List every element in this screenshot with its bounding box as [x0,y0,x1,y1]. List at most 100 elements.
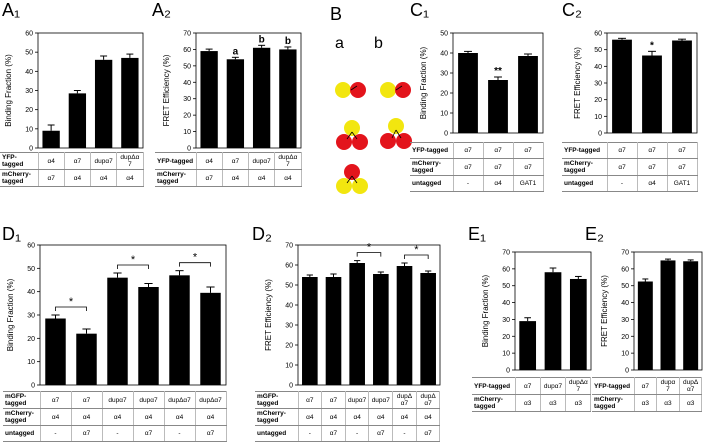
table-cell: α4 [133,408,165,426]
y-tick-label: 10 [440,111,448,118]
y-tick-label: 10 [285,363,293,370]
row-label: untagged [255,425,299,442]
condition-table: YFP-tagged α7 dupα7 dupΔα7 mCherry-tagged α3 α… [472,377,592,412]
y-tick-label: 50 [183,63,191,70]
error-bar [113,272,122,278]
table-cell: dupΔα7 [274,152,302,170]
y-tick-label: 40 [440,51,448,58]
row-label: YFP-tagged [0,152,39,170]
y-tick-label: 60 [25,31,33,38]
y-tick-label: 60 [285,263,293,270]
bar [660,260,676,370]
y-tick-label: 30 [183,96,191,103]
bar [325,277,342,385]
y-axis-label: FRET Efficiency (%) [162,54,171,126]
table-cell: - [345,425,370,442]
error-bar [100,55,108,60]
y-tick-label: 40 [621,300,629,307]
y-tick-label: 50 [594,47,602,54]
table-cell: - [607,175,638,192]
y-tick-label: 60 [183,47,191,54]
table-cell: GAT1 [667,175,698,192]
table-cell: α7 [607,142,638,159]
table-cell: α4 [345,408,370,426]
bar [642,55,662,133]
y-tick-label: 10 [25,126,33,133]
table-cell: dupα7 [133,391,165,409]
row-label: mGFP-tagged [255,391,299,409]
bar-label: * [650,40,654,51]
table-cell: α4 [40,408,72,426]
panel-label: C₁ [410,0,430,20]
table-cell: α7 [40,391,72,409]
table-cell: dupα7 [656,377,680,395]
y-tick-label: 40 [285,303,293,310]
bar [45,318,66,385]
y-tick-label: 30 [25,88,33,95]
row-label: mCherry-tagged [3,408,41,426]
error-bar [401,262,408,266]
condition-table: YFP-tagged α4 α7 dupα7 dupΔα7 mCherry-tagged α… [0,152,144,187]
bar [169,275,190,385]
table-row: YFP-tagged α7 α7 α7 [410,142,544,159]
table-cell: α7 [196,169,223,187]
row-label: YFP-tagged [472,377,516,395]
y-tick-label: 0 [187,146,191,153]
bar [302,277,318,385]
table-cell: α3 [515,394,541,412]
y-tick-label: 10 [183,129,191,136]
table-cell: α4 [416,408,441,426]
error-bar [258,44,266,48]
bracket [117,264,149,269]
error-bar [494,76,502,80]
y-tick-label: 20 [594,97,602,104]
bar [94,59,113,149]
panel-label: A₁ [2,0,21,20]
row-label: mCherry-tagged [592,394,635,412]
row-label: mGFP-tagged [3,391,41,409]
y-axis-label: Binding Fraction (%) [4,54,13,127]
table-cell: α7 [38,169,65,187]
y-tick-label: 70 [285,243,293,250]
table-cell: α4 [102,408,134,426]
table-cell: α4 [164,408,196,426]
table-cell: dupΔα7 [416,391,441,409]
table-row: mCherry-tagged α4 α4 α4 α4 α4 α4 [3,408,227,426]
table-cell: dupα7 [90,152,118,170]
y-axis-label: Binding Fraction (%) [481,274,490,347]
table-cell: dupΔα7 [392,391,417,409]
table-cell: α4 [248,169,276,187]
y-tick-label: 40 [27,289,35,296]
bar-label: b [259,34,265,45]
table-cell: α4 [71,408,103,426]
table-cell: α7 [513,142,544,159]
row-label: YFP-tagged [410,142,454,159]
bar [420,273,436,385]
y-tick-label: 10 [27,359,35,366]
y-tick-label: 40 [25,69,33,76]
error-bar [642,278,649,282]
panel-label: D₁ [2,224,22,244]
table-row: YFP-tagged α7 α7 α7 [562,142,698,159]
condition-table: mGFP-tagged α7 α7 dupα7 dupα7 dupΔα7 dupΔα7 mCh… [255,391,441,442]
table-cell: α7 [222,152,250,170]
plot-frame [37,32,144,149]
y-tick-label: 0 [598,131,602,138]
table-cell: α7 [321,425,346,442]
y-axis-label: FRET Efficiency (%) [573,47,582,119]
row-label: mCherry-tagged [562,158,608,176]
table-cell: α4 [222,169,250,187]
error-bar [687,259,694,262]
y-tick-label: 50 [285,283,293,290]
row-label: mCherry-tagged [472,394,516,412]
table-cell: α3 [656,394,680,412]
bracket [356,252,382,257]
error-bar [126,53,134,58]
table-row: mCherry-tagged α7 α4 α4 α4 [155,169,302,187]
table-row: untagged - α7- α7- α7 [255,425,441,442]
y-tick-label: 40 [594,64,602,71]
panel-label: C₂ [562,0,582,20]
bar [488,80,508,133]
